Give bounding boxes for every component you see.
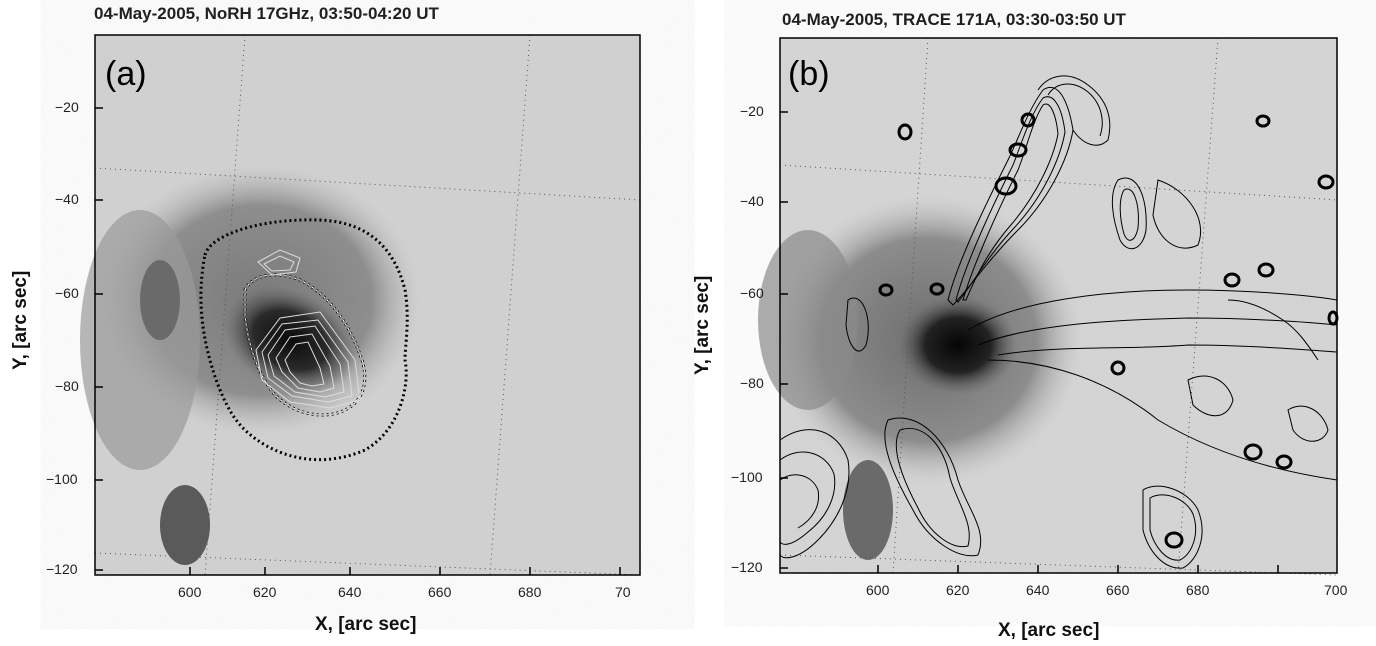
x-tick-label: 660 — [1106, 582, 1130, 598]
y-tick-label: −20 — [55, 99, 79, 115]
y-tick-label: −60 — [740, 285, 764, 301]
outer-dotted-contour — [199, 218, 409, 462]
panel-title: 04-May-2005, NoRH 17GHz, 03:50-04:20 UT — [94, 4, 439, 23]
solar-image-b: (b) — [758, 37, 1339, 576]
plot-frame — [94, 34, 641, 576]
x-tick-label: 620 — [946, 582, 970, 598]
x-tick-label: 680 — [518, 584, 542, 600]
x-tick-label: 640 — [338, 584, 362, 600]
x-axis-label: X, [arc sec] — [998, 620, 1100, 641]
panel-label: (b) — [788, 55, 830, 93]
panel-title: 04-May-2005, TRACE 171A, 03:30-03:50 UT — [782, 10, 1126, 29]
y-axis-label: Y, [arc sec] — [10, 270, 31, 370]
y-axis-label: Y, [arc sec] — [692, 275, 713, 375]
panel-a: 04-May-2005, NoRH 17GHz, 03:50-04:20 UT — [10, 4, 641, 635]
y-tick-label: −120 — [46, 561, 78, 577]
umbra — [898, 295, 1018, 395]
y-tick-label: −40 — [740, 193, 764, 209]
y-tick-label: −100 — [46, 471, 78, 487]
panel-b: 04-May-2005, TRACE 171A, 03:30-03:50 UT — [688, 0, 1376, 646]
x-tick-label: 70 — [615, 584, 631, 600]
solar-image-a: (a) — [80, 34, 641, 576]
y-tick-label: −60 — [55, 285, 79, 301]
x-tick-label: 640 — [1026, 582, 1050, 598]
y-tick-label: −20 — [740, 103, 764, 119]
x-tick-label: 660 — [428, 584, 452, 600]
y-tick-label: −80 — [740, 375, 764, 391]
y-tick-label: −100 — [731, 469, 763, 485]
plot-frame — [779, 37, 1338, 574]
y-tick-label: −80 — [55, 378, 79, 394]
x-tick-label: 600 — [866, 582, 890, 598]
x-tick-label: 620 — [253, 584, 277, 600]
x-tick-label: 600 — [178, 584, 202, 600]
x-tick-label: 700 — [1324, 582, 1348, 598]
y-tick-label: −40 — [55, 191, 79, 207]
y-tick-label: −120 — [731, 559, 763, 575]
panel-label: (a) — [105, 55, 147, 93]
umbra — [223, 285, 357, 395]
radio-contours — [255, 249, 361, 409]
x-axis-label: X, [arc sec] — [315, 614, 417, 635]
euv-contours — [779, 75, 1338, 569]
x-tick-label: 680 — [1186, 582, 1210, 598]
